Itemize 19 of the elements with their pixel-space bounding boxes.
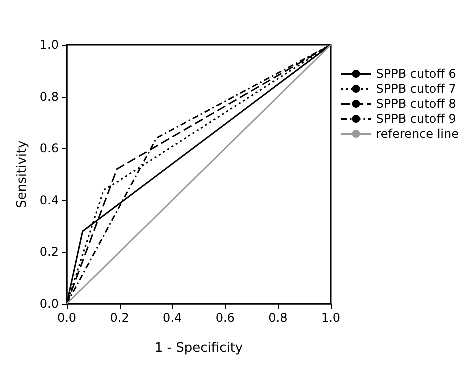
y-tick-label: 0.6	[40, 142, 59, 156]
legend-label: SPPB cutoff 6	[376, 67, 456, 81]
y-tick-label: 0.2	[40, 245, 59, 260]
y-tick-label: 1.0	[40, 38, 59, 52]
y-axis-title: Sensitivity	[15, 140, 30, 208]
legend-label: SPPB cutoff 9	[376, 112, 456, 126]
x-tick-label: 0.0	[57, 311, 77, 325]
y-tick-label: 0.8	[40, 90, 59, 104]
x-tick-label: 0.8	[268, 311, 288, 325]
legend-label: reference line	[376, 127, 460, 141]
x-tick-label: 0.4	[163, 311, 182, 325]
x-tick-label: 0.2	[110, 311, 130, 325]
legend-label: SPPB cutoff 8	[376, 97, 456, 111]
x-tick-label: 1.0	[321, 311, 341, 325]
y-tick-label: 0.4	[40, 193, 59, 208]
x-axis-title: 1 - Specificity	[154, 341, 244, 356]
legend-label: SPPB cutoff 7	[376, 82, 456, 96]
y-tick-label: 0.0	[40, 297, 59, 311]
x-tick-label: 0.6	[216, 311, 235, 325]
